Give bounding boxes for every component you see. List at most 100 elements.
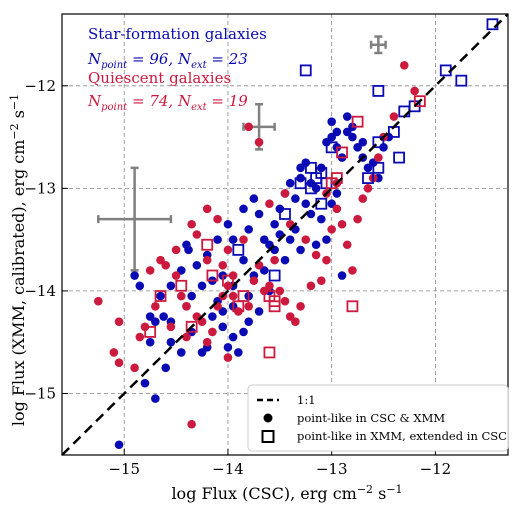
sf-point-marker	[213, 235, 222, 244]
sf-point-marker	[322, 235, 331, 244]
sf-point-marker	[327, 117, 336, 126]
q-point-marker	[228, 291, 238, 301]
y-tick-label: −15	[24, 384, 56, 402]
x-axis-label: log Flux (CSC), erg cm−2 s−1	[171, 483, 402, 503]
q-ext-marker	[144, 326, 157, 338]
sf-ext-marker	[455, 74, 468, 87]
q-point-marker	[254, 137, 264, 147]
sf-point-marker	[114, 440, 124, 450]
sf-point-marker	[239, 204, 248, 214]
q-point-marker	[182, 332, 191, 342]
q-point-marker	[94, 296, 103, 306]
q-point-marker	[182, 301, 191, 311]
sf-point-marker	[291, 194, 300, 203]
sf-point-marker	[332, 127, 342, 137]
q-point-marker	[171, 245, 181, 255]
legend-label-3: point-like in XMM, extended in CSC	[297, 429, 507, 443]
q-point-marker	[374, 153, 383, 162]
q-ext-marker	[201, 238, 214, 251]
q-point-marker	[176, 291, 186, 301]
q-ext-marker	[175, 279, 188, 292]
sf-ext-marker	[393, 151, 405, 164]
sf-point-marker	[317, 214, 326, 224]
q-ext-marker	[206, 269, 219, 282]
sf-point-marker	[234, 348, 243, 357]
sf-point-marker	[130, 271, 139, 280]
q-point-marker	[130, 363, 139, 373]
sf-point-marker	[249, 194, 259, 203]
q-ext-marker	[346, 300, 359, 313]
sf-point-marker	[156, 291, 165, 301]
sf-point-marker	[161, 363, 171, 373]
sf-title: Star-formation galaxies	[88, 25, 267, 43]
q-point-marker	[223, 353, 233, 362]
q-point-marker	[202, 337, 212, 347]
q-point-marker	[187, 219, 196, 229]
legend-label-2: point-like in CSC & XMM	[297, 411, 445, 425]
q-point-marker	[296, 301, 305, 311]
sf-point-marker	[208, 312, 217, 321]
y-axis-label: log Flux (XMM, calibrated), erg cm−2 s−1	[8, 94, 28, 426]
q-point-marker	[202, 204, 212, 214]
q-counts: Npoint = 74, Next = 19	[87, 92, 248, 113]
sf-point-marker	[159, 312, 168, 321]
sf-counts: Npoint = 96, Next = 23	[87, 50, 248, 71]
sf-point-marker	[166, 337, 176, 347]
y-tick-label: −13	[24, 179, 56, 197]
sf-ext-marker	[294, 177, 307, 190]
sf-point-marker	[223, 343, 233, 352]
sf-point-marker	[239, 255, 248, 265]
q-point-marker	[317, 276, 326, 285]
sf-point-marker	[145, 337, 155, 347]
q-ext-marker	[268, 300, 281, 313]
x-tick-label: −12	[420, 460, 452, 478]
sf-point-marker	[140, 378, 150, 388]
sf-point-marker	[301, 199, 311, 209]
sf-point-marker	[244, 225, 253, 234]
q-ext-marker	[263, 346, 276, 359]
q-point-marker	[353, 214, 362, 224]
legend-circle-icon	[263, 413, 273, 423]
q-point-marker	[280, 296, 290, 306]
sf-point-marker	[192, 260, 202, 270]
q-title: Quiescent galaxies	[88, 69, 231, 87]
q-point-marker	[202, 255, 212, 265]
sf-point-marker	[187, 291, 196, 301]
q-ext-marker	[351, 115, 364, 128]
q-point-marker	[358, 194, 368, 203]
q-ext-marker	[222, 274, 234, 287]
q-point-marker	[187, 419, 196, 429]
sf-point-marker	[254, 307, 264, 316]
sf-ext-marker	[299, 64, 312, 77]
q-point-marker	[301, 235, 311, 244]
q-point-marker	[306, 281, 316, 291]
q-point-marker	[218, 260, 228, 270]
q-point-marker	[291, 317, 300, 326]
sf-point-marker	[176, 348, 186, 357]
legend-box	[247, 384, 509, 452]
legend-label-1: 1:1	[297, 393, 316, 407]
q-point-marker	[322, 255, 331, 265]
sf-point-marker	[197, 281, 207, 291]
sf-point-marker	[337, 271, 347, 280]
q-point-marker	[244, 122, 253, 132]
x-tick-label: −13	[316, 460, 348, 478]
sf-ext-marker	[372, 85, 385, 97]
q-point-marker	[275, 286, 285, 296]
q-point-marker	[244, 301, 253, 311]
x-tick-label: −15	[108, 460, 140, 478]
plot-frame	[61, 13, 509, 456]
q-point-marker	[114, 317, 124, 326]
q-point-marker	[265, 281, 274, 291]
q-point-marker	[332, 204, 342, 214]
sf-point-marker	[358, 137, 368, 147]
q-point-marker	[327, 225, 336, 234]
sf-point-marker	[285, 178, 295, 188]
q-ext-marker	[336, 146, 348, 159]
sf-ext-marker	[372, 136, 385, 149]
q-point-marker	[192, 230, 202, 239]
sf-ext-marker	[279, 208, 291, 220]
q-point-marker	[311, 250, 321, 260]
q-point-marker	[171, 271, 181, 280]
q-point-marker	[145, 266, 155, 275]
